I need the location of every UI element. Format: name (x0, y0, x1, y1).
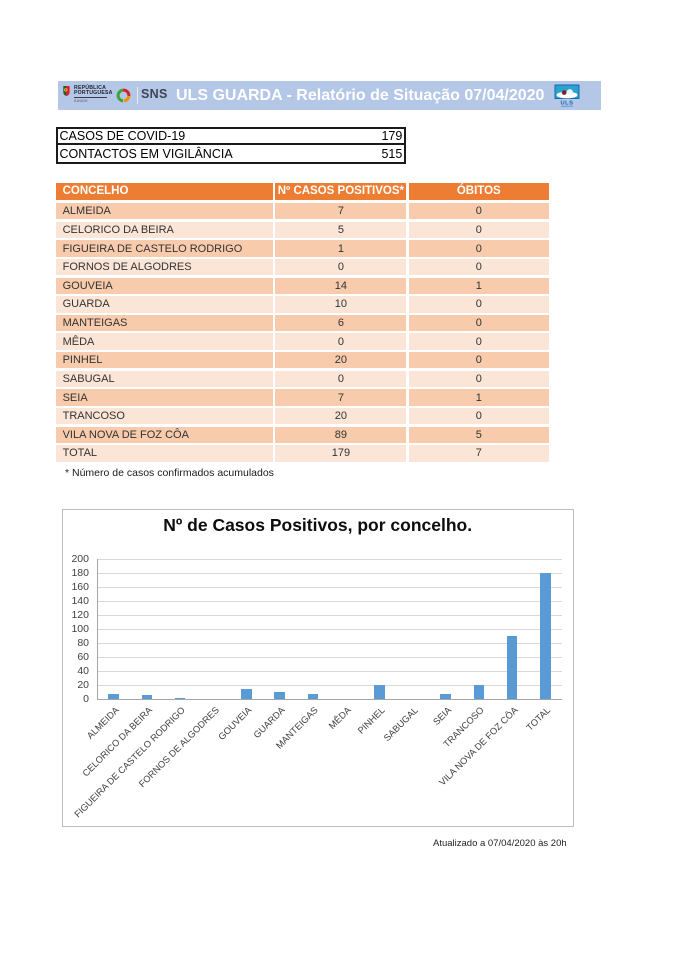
svg-text:ULS: ULS (560, 101, 573, 107)
